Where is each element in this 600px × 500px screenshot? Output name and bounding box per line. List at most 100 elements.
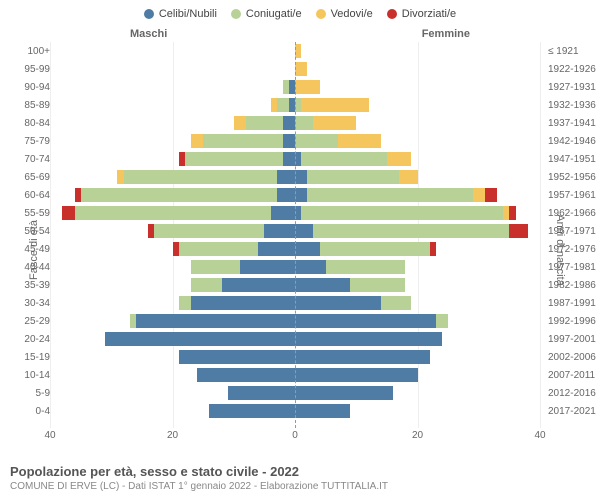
legend-item: Coniugati/e xyxy=(231,8,302,20)
legend-item: Divorziati/e xyxy=(387,8,456,20)
bar-male xyxy=(130,314,295,328)
bar-segment xyxy=(295,350,430,364)
bar-segment xyxy=(222,278,296,292)
bar-male xyxy=(179,296,295,310)
bar-segment xyxy=(295,260,326,274)
bar-segment xyxy=(62,206,74,220)
bar-segment xyxy=(136,314,295,328)
birth-label: 2017-2021 xyxy=(546,406,598,417)
bar-female xyxy=(295,80,320,94)
legend-swatch xyxy=(387,9,397,19)
bar-male xyxy=(283,80,295,94)
age-label: 55-59 xyxy=(0,208,52,219)
age-label: 45-49 xyxy=(0,244,52,255)
bar-male xyxy=(173,242,296,256)
bar-segment xyxy=(283,134,295,148)
chart-area: 100+≤ 192195-991922-192690-941927-193185… xyxy=(50,42,540,428)
bar-male xyxy=(197,368,295,382)
bar-segment xyxy=(399,170,417,184)
bar-segment xyxy=(191,296,295,310)
age-label: 95-99 xyxy=(0,64,52,75)
bar-male xyxy=(105,332,295,346)
bar-segment xyxy=(197,368,295,382)
x-tick: 0 xyxy=(292,430,298,441)
bar-segment xyxy=(326,260,406,274)
bar-female xyxy=(295,350,430,364)
bar-segment xyxy=(301,98,368,112)
chart-title: Popolazione per età, sesso e stato civil… xyxy=(10,464,590,479)
age-label: 60-64 xyxy=(0,190,52,201)
birth-label: 1982-1986 xyxy=(546,280,598,291)
bar-female xyxy=(295,260,405,274)
bar-segment xyxy=(485,188,497,202)
bar-segment xyxy=(295,134,338,148)
bar-segment xyxy=(240,260,295,274)
birth-label: 1947-1951 xyxy=(546,154,598,165)
bar-segment xyxy=(81,188,277,202)
bar-segment xyxy=(295,296,381,310)
birth-label: 1937-1941 xyxy=(546,118,598,129)
bar-segment xyxy=(234,116,246,130)
age-label: 80-84 xyxy=(0,118,52,129)
bar-segment xyxy=(105,332,295,346)
bar-female xyxy=(295,386,393,400)
age-label: 10-14 xyxy=(0,370,52,381)
birth-label: 1927-1931 xyxy=(546,82,598,93)
bar-segment xyxy=(313,116,356,130)
bar-segment xyxy=(295,314,436,328)
age-label: 5-9 xyxy=(0,388,52,399)
birth-label: 1977-1981 xyxy=(546,262,598,273)
bar-segment xyxy=(271,206,296,220)
legend-item: Celibi/Nubili xyxy=(144,8,217,20)
footer: Popolazione per età, sesso e stato civil… xyxy=(10,464,590,492)
bar-segment xyxy=(295,278,350,292)
age-label: 40-44 xyxy=(0,262,52,273)
age-label: 70-74 xyxy=(0,154,52,165)
x-tick: 40 xyxy=(44,430,55,441)
bar-male xyxy=(234,116,295,130)
label-female: Femmine xyxy=(422,28,470,40)
bar-female xyxy=(295,332,442,346)
legend-label: Celibi/Nubili xyxy=(159,8,217,20)
bar-male xyxy=(179,350,295,364)
birth-label: 1967-1971 xyxy=(546,226,598,237)
birth-label: 2002-2006 xyxy=(546,352,598,363)
legend-label: Vedovi/e xyxy=(331,8,373,20)
bar-segment xyxy=(430,242,436,256)
bar-female xyxy=(295,404,350,418)
bar-segment xyxy=(228,386,295,400)
birth-label: 1997-2001 xyxy=(546,334,598,345)
center-line xyxy=(295,42,296,428)
x-axis: 402002040 xyxy=(50,430,540,444)
bar-female xyxy=(295,296,411,310)
bar-segment xyxy=(277,170,295,184)
bar-segment xyxy=(203,134,283,148)
bar-male xyxy=(191,278,295,292)
bar-segment xyxy=(124,170,277,184)
bar-male xyxy=(179,152,295,166)
bar-segment xyxy=(209,404,295,418)
bar-male xyxy=(271,98,296,112)
bar-segment xyxy=(387,152,412,166)
legend-swatch xyxy=(231,9,241,19)
bar-segment xyxy=(179,242,259,256)
bar-segment xyxy=(381,296,412,310)
bar-segment xyxy=(277,188,295,202)
legend-swatch xyxy=(316,9,326,19)
bar-segment xyxy=(307,188,472,202)
age-label: 90-94 xyxy=(0,82,52,93)
chart-subtitle: COMUNE DI ERVE (LC) - Dati ISTAT 1° genn… xyxy=(10,481,590,492)
bar-segment xyxy=(338,134,381,148)
legend: Celibi/Nubili Coniugati/e Vedovi/e Divorzia… xyxy=(0,0,600,20)
bar-male xyxy=(228,386,295,400)
legend-label: Coniugati/e xyxy=(246,8,302,20)
label-male: Maschi xyxy=(130,28,167,40)
birth-label: 2012-2016 xyxy=(546,388,598,399)
bar-segment xyxy=(179,296,191,310)
age-label: 85-89 xyxy=(0,100,52,111)
legend-label: Divorziati/e xyxy=(402,8,456,20)
bar-female xyxy=(295,224,528,238)
bar-male xyxy=(148,224,295,238)
bar-segment xyxy=(509,206,515,220)
bar-segment xyxy=(301,206,503,220)
